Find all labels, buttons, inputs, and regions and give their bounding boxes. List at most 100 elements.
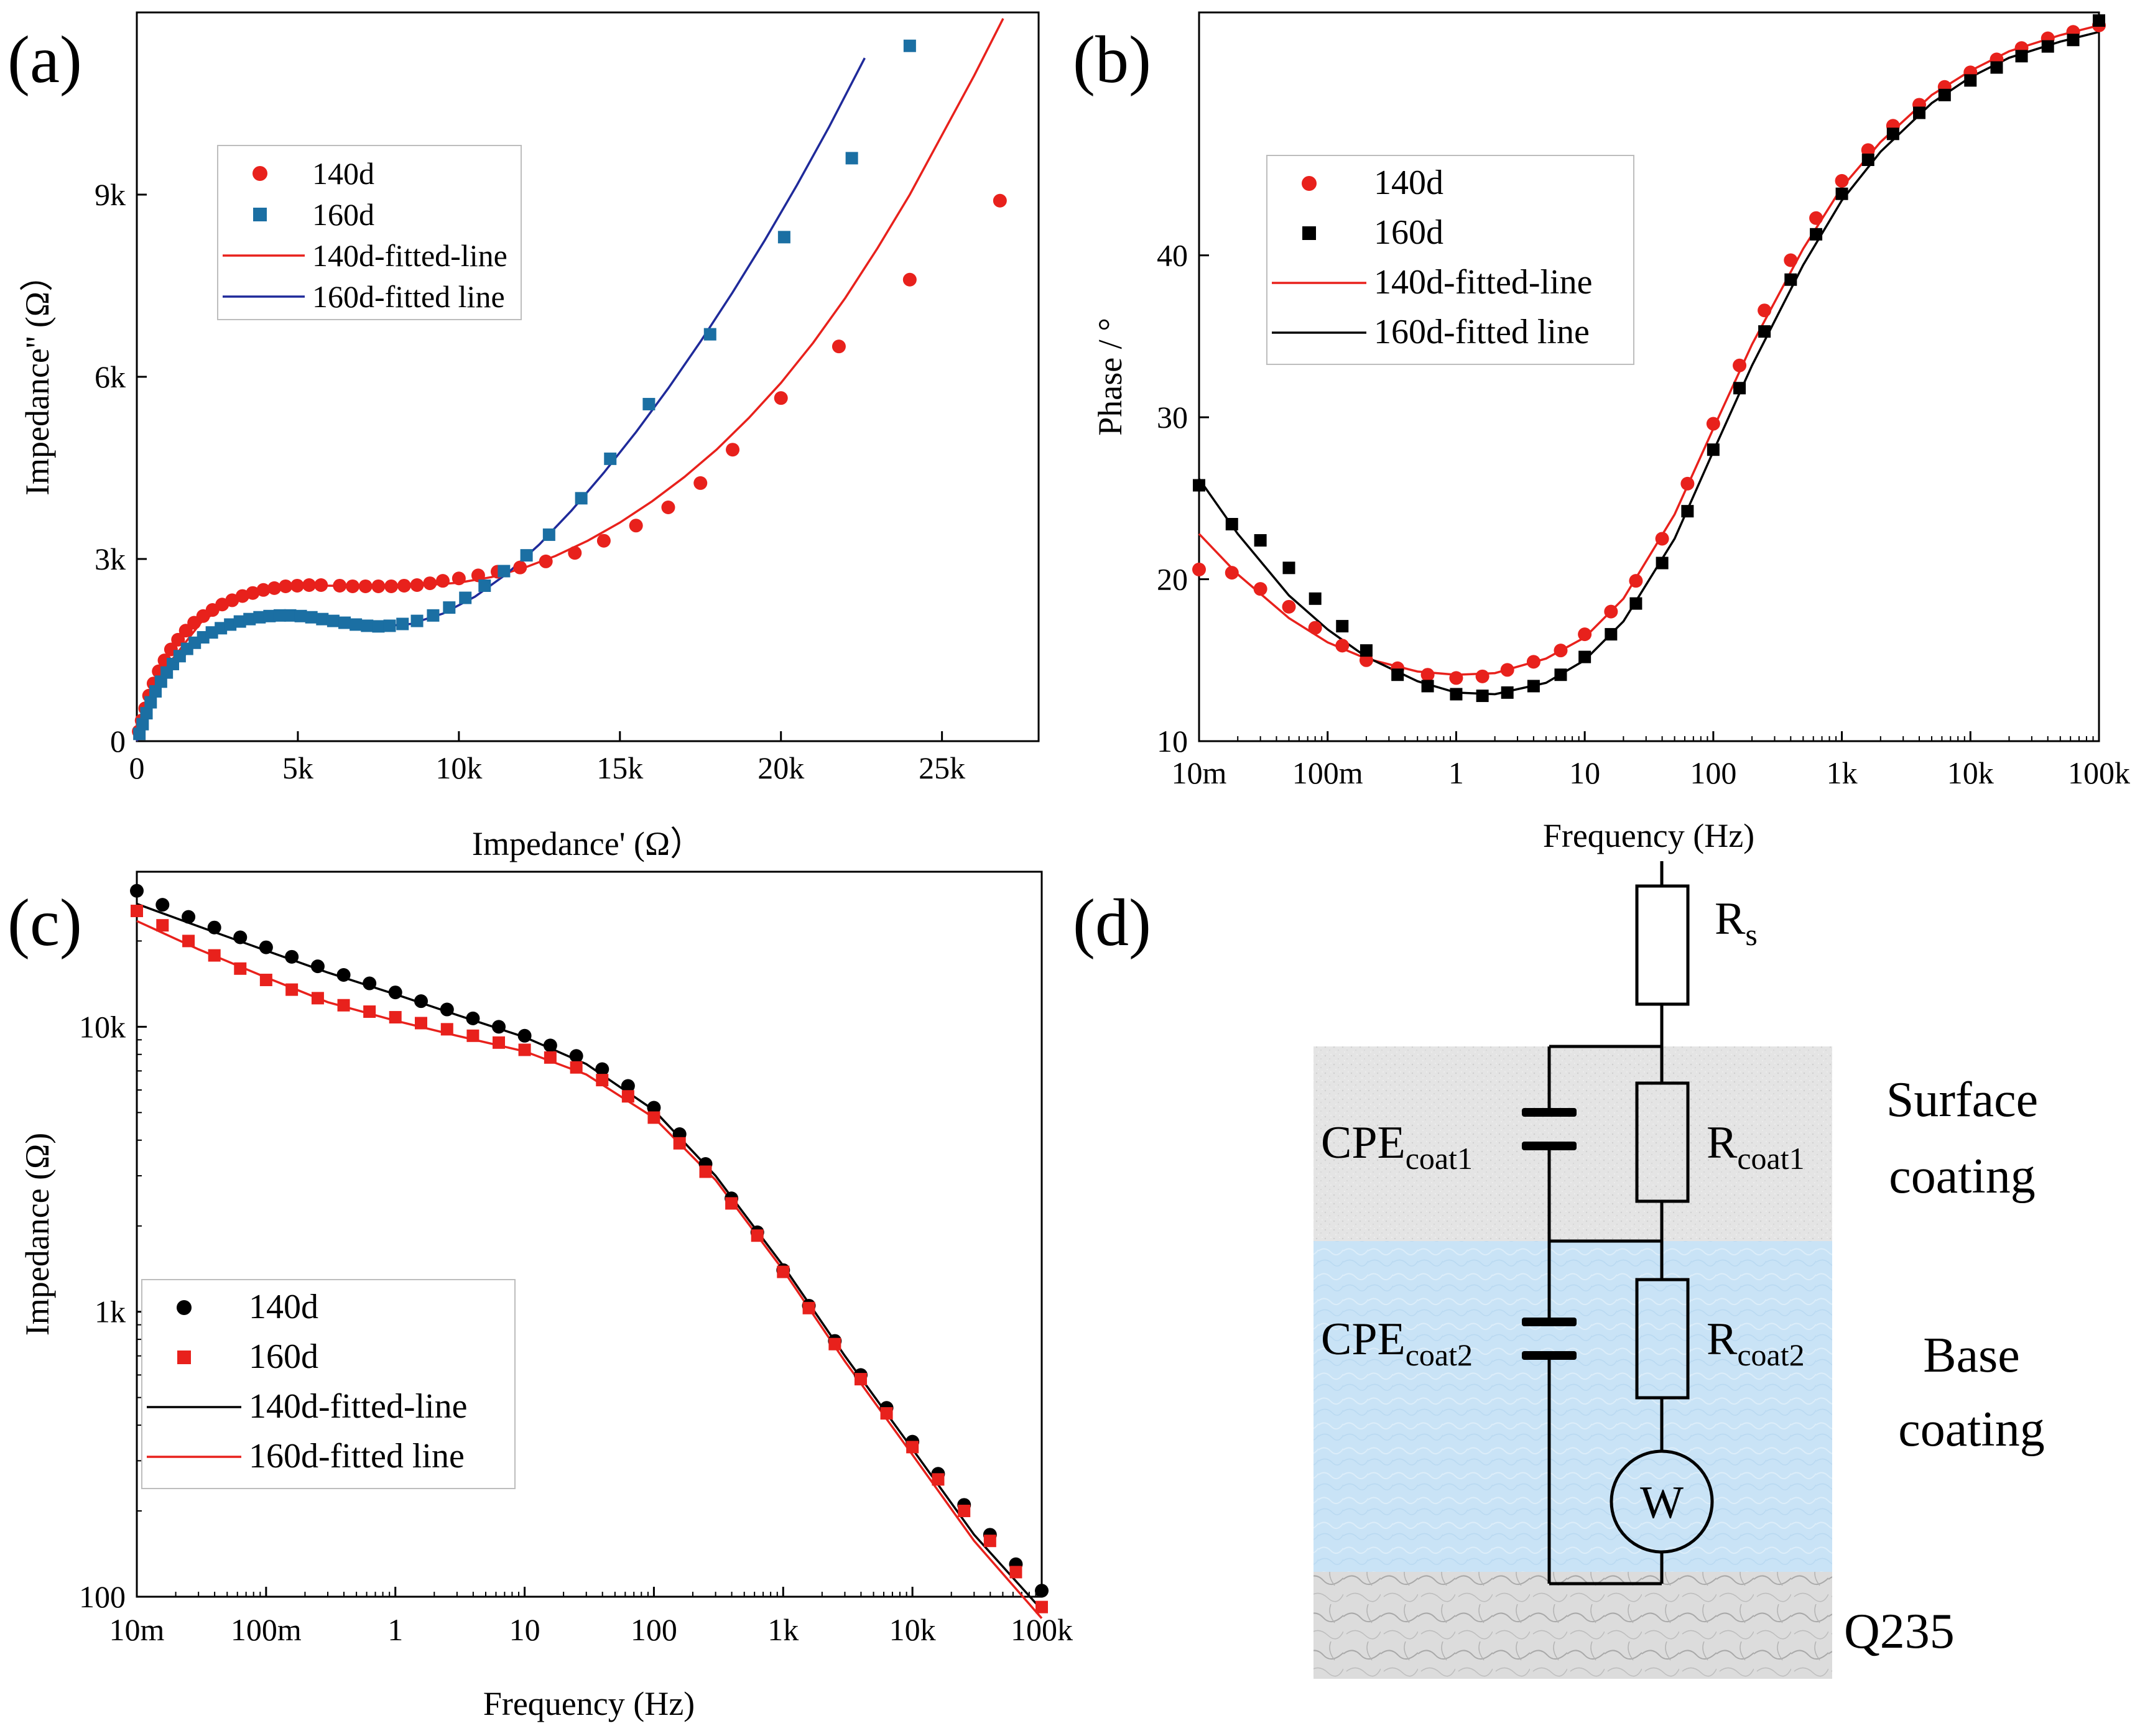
- data-point-160d: [383, 619, 396, 632]
- label-base-line1: Base: [1923, 1328, 2020, 1383]
- data-point-140d: [1282, 599, 1296, 614]
- y-tick-label: 6k: [95, 359, 126, 394]
- data-point-140d: [1554, 644, 1568, 658]
- y-tick-label: 20: [1157, 562, 1188, 597]
- data-point-160d: [1681, 505, 1694, 518]
- data-point-160d: [1554, 668, 1567, 681]
- legend-label: 160d-fitted line: [312, 279, 505, 314]
- data-point-160d: [1254, 534, 1267, 547]
- data-point-160d: [570, 1061, 583, 1074]
- x-tick-label: 10: [1569, 755, 1600, 790]
- data-point-160d: [263, 609, 276, 622]
- data-point-140d: [726, 443, 740, 457]
- data-point-140d: [1449, 671, 1463, 685]
- data-point-160d: [906, 1441, 919, 1454]
- data-point-160d: [1913, 106, 1926, 119]
- label-surface-line1: Surface: [1886, 1073, 2038, 1127]
- data-point-160d: [350, 618, 363, 631]
- data-point-140d: [1420, 668, 1435, 682]
- data-point-140d: [774, 391, 788, 405]
- data-point-140d: [471, 568, 485, 583]
- data-point-140d: [1604, 604, 1618, 619]
- y-tick-label: 10: [1157, 724, 1188, 759]
- data-point-160d: [273, 609, 286, 622]
- y-tick-label: 1k: [95, 1295, 126, 1329]
- data-point-140d: [358, 579, 373, 593]
- x-tick-label: 100k: [2068, 755, 2130, 790]
- data-point-140d: [517, 1028, 532, 1043]
- data-point-160d: [372, 620, 385, 633]
- data-point-140d: [1359, 653, 1373, 667]
- data-point-160d: [1578, 650, 1591, 663]
- legend-label: 140d: [249, 1288, 318, 1326]
- data-point-160d: [2015, 50, 2028, 63]
- data-point-160d: [208, 949, 221, 962]
- data-point-160d: [233, 615, 246, 628]
- data-point-160d: [520, 549, 533, 562]
- chart-b-phase: 10m 100m 1 10 100 1k 10k 100k 10 20 30 40 Frequency …: [1091, 11, 2130, 854]
- data-point-160d: [2093, 14, 2105, 27]
- data-point-160d: [777, 1265, 790, 1278]
- data-point-160d: [1629, 597, 1642, 610]
- data-point-160d: [2067, 34, 2080, 47]
- data-point-140d: [1784, 253, 1798, 267]
- label-surface-line2: coating: [1889, 1149, 2035, 1204]
- data-point-140d: [492, 1020, 506, 1034]
- data-point-160d: [604, 452, 617, 465]
- data-point-140d: [647, 1101, 661, 1115]
- x-tick-label: 25k: [919, 750, 965, 785]
- x-tick-label: 10k: [1947, 755, 1994, 790]
- data-point-140d: [371, 579, 386, 593]
- y-axis-title: Impedance'' (Ω）: [19, 258, 56, 496]
- data-point-160d: [1035, 1600, 1048, 1614]
- data-point-160d: [133, 727, 146, 741]
- legend-label: 140d-fitted-line: [249, 1387, 467, 1426]
- data-point-160d: [253, 611, 266, 624]
- data-point-140d: [384, 579, 399, 593]
- data-point-160d: [327, 614, 340, 627]
- plot-frame: [136, 11, 1040, 742]
- x-tick-label: 10: [509, 1612, 540, 1647]
- data-point-160d: [234, 962, 247, 975]
- data-point-160d: [518, 1043, 531, 1056]
- data-point-160d: [854, 1373, 867, 1386]
- data-point-160d: [1501, 686, 1514, 699]
- data-point-160d: [224, 618, 237, 631]
- data-point-160d: [144, 696, 157, 709]
- label-base-line2: coating: [1898, 1402, 2044, 1457]
- data-point-140d: [310, 959, 325, 974]
- data-point-160d: [156, 919, 169, 932]
- x-tick-label: 100: [1690, 755, 1736, 790]
- data-point-160d: [443, 601, 456, 614]
- data-point-140d: [569, 1049, 583, 1063]
- data-point-140d: [130, 884, 144, 898]
- y-tick-label: 3k: [95, 542, 126, 576]
- legend-label: 160d-fitted line: [1374, 313, 1590, 351]
- legend-label: 140d: [312, 156, 374, 191]
- data-point-160d: [493, 1036, 506, 1049]
- data-point-160d: [1784, 273, 1797, 286]
- label-cpe-coat2: CPEcoat2: [1321, 1314, 1473, 1372]
- y-tick-label: 10k: [79, 1009, 126, 1044]
- data-point-140d: [1475, 669, 1489, 683]
- data-point-140d: [1733, 358, 1747, 372]
- x-axis-title: Frequency (Hz): [1543, 817, 1754, 854]
- data-point-160d: [415, 1017, 428, 1030]
- data-point-160d: [136, 718, 149, 731]
- data-point-160d: [1733, 382, 1746, 395]
- data-point-140d: [1335, 639, 1350, 653]
- data-point-140d: [246, 586, 260, 600]
- x-tick-label: 1k: [767, 1612, 799, 1647]
- data-point-160d: [440, 1023, 453, 1036]
- data-point-140d: [363, 976, 377, 990]
- data-point-160d: [1810, 228, 1823, 241]
- cpe1-plate-bottom: [1522, 1142, 1577, 1150]
- data-point-140d: [452, 571, 466, 586]
- data-point-160d: [1282, 561, 1295, 575]
- legend-label: 160d-fitted line: [249, 1437, 465, 1475]
- data-point-140d: [513, 560, 527, 575]
- data-point-160d: [498, 565, 511, 578]
- data-point-140d: [235, 589, 249, 603]
- data-point-160d: [459, 591, 472, 604]
